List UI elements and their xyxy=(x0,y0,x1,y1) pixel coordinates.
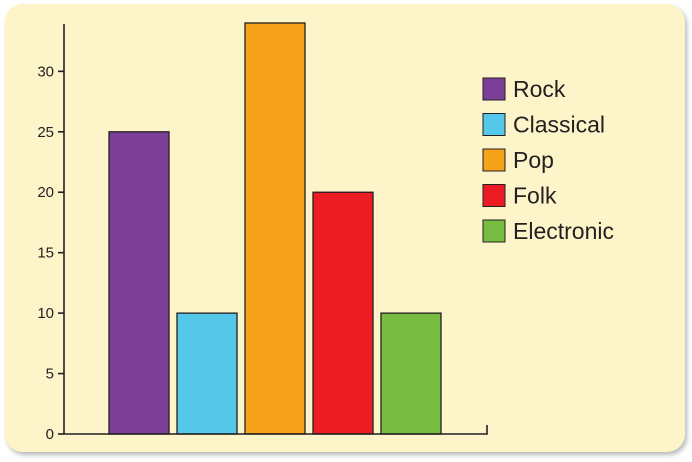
bars-group xyxy=(108,22,442,435)
y-tick-label: 30 xyxy=(37,63,54,80)
bar-folk xyxy=(312,191,374,435)
legend: Rock Classical Pop Folk Electronic xyxy=(482,76,614,244)
bar-classical xyxy=(176,312,238,435)
bar-rock xyxy=(108,131,170,435)
y-tick-label: 10 xyxy=(37,305,54,322)
legend-swatch-rock xyxy=(482,77,506,101)
y-tick-label: 15 xyxy=(37,245,54,262)
chart-card: 0 5 10 15 20 25 30 Rock Classical Pop Folk Electro… xyxy=(5,4,685,452)
y-axis-ticks: 0 5 10 15 20 25 30 xyxy=(37,63,64,443)
y-tick-label: 25 xyxy=(37,124,54,141)
legend-swatch-electronic xyxy=(482,219,506,243)
bar-electronic xyxy=(380,312,442,435)
y-tick-label: 0 xyxy=(46,426,54,443)
legend-swatch-folk xyxy=(482,184,506,207)
legend-swatch-classical xyxy=(482,113,506,136)
bar-pop xyxy=(244,22,306,435)
y-tick-label: 5 xyxy=(46,366,54,383)
legend-label-electronic: Electronic xyxy=(513,218,614,244)
legend-label-rock: Rock xyxy=(513,76,566,102)
y-tick-label: 20 xyxy=(37,184,54,201)
legend-label-folk: Folk xyxy=(513,183,557,209)
legend-label-classical: Classical xyxy=(513,112,605,138)
legend-swatch-pop xyxy=(482,148,506,172)
bar-chart: 0 5 10 15 20 25 30 Rock Classical Pop Folk Electro… xyxy=(37,22,614,443)
x-axis-line xyxy=(64,425,488,435)
legend-label-pop: Pop xyxy=(513,147,554,173)
